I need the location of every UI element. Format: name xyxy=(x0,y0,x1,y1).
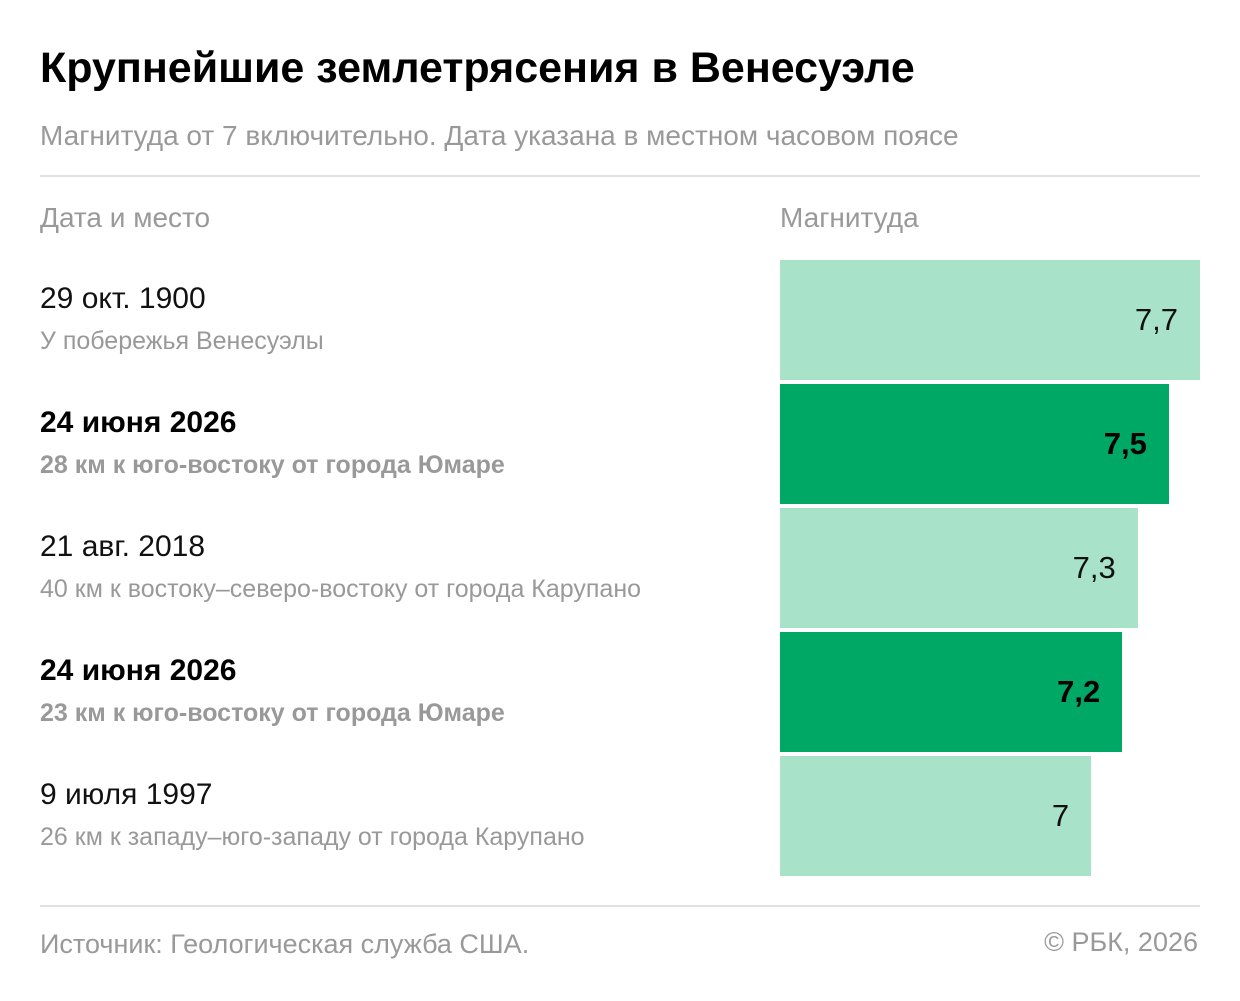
top-divider xyxy=(40,175,1200,177)
chart-title: Крупнейшие землетрясения в Венесуэле xyxy=(40,44,915,92)
magnitude-value-label: 7 xyxy=(1051,798,1070,833)
row-date: 21 авг. 2018 xyxy=(40,530,206,563)
magnitude-bar: 7,2 xyxy=(780,632,1123,752)
row-date: 24 июня 2026 xyxy=(40,406,237,439)
magnitude-value-label: 7,2 xyxy=(1057,674,1101,709)
magnitude-value-label: 7,3 xyxy=(1072,550,1116,585)
magnitude-bar: 7,7 xyxy=(780,260,1200,380)
row-date: 24 июня 2026 xyxy=(40,654,237,687)
table-row: 24 июня 2026 28 км к юго-востоку от город… xyxy=(0,384,1240,504)
magnitude-bar: 7 xyxy=(780,756,1092,876)
magnitude-bar: 7,5 xyxy=(780,384,1169,504)
table-row: 29 окт. 1900 У побережья Венесуэлы 7,7 xyxy=(0,260,1240,380)
row-place: 23 км к юго-востоку от города Юмаре xyxy=(40,699,505,727)
magnitude-value-label: 7,7 xyxy=(1134,302,1178,337)
row-place: 40 км к востоку–северо-востоку от города… xyxy=(40,575,642,603)
table-row: 21 авг. 2018 40 км к востоку–северо-восто… xyxy=(0,508,1240,628)
column-header-magnitude: Магнитуда xyxy=(780,202,919,233)
copyright-note: © РБК, 2026 xyxy=(1044,927,1198,957)
column-header-date-place: Дата и место xyxy=(40,202,211,233)
table-row: 24 июня 2026 23 км к юго-востоку от город… xyxy=(0,632,1240,752)
row-place: 26 км к западу–юго-западу от города Кару… xyxy=(40,823,585,851)
bottom-divider xyxy=(40,905,1200,907)
magnitude-value-label: 7,5 xyxy=(1103,426,1147,461)
table-row: 9 июля 1997 26 км к западу–юго-западу от … xyxy=(0,756,1240,876)
magnitude-bar: 7,3 xyxy=(780,508,1138,628)
row-place: У побережья Венесуэлы xyxy=(40,327,324,355)
source-note: Источник: Геологическая служба США. xyxy=(40,929,530,959)
row-date: 9 июля 1997 xyxy=(40,778,213,811)
chart-subtitle: Магнитуда от 7 включительно. Дата указан… xyxy=(40,120,959,151)
row-date: 29 окт. 1900 xyxy=(40,282,206,315)
row-place: 28 км к юго-востоку от города Юмаре xyxy=(40,451,505,479)
